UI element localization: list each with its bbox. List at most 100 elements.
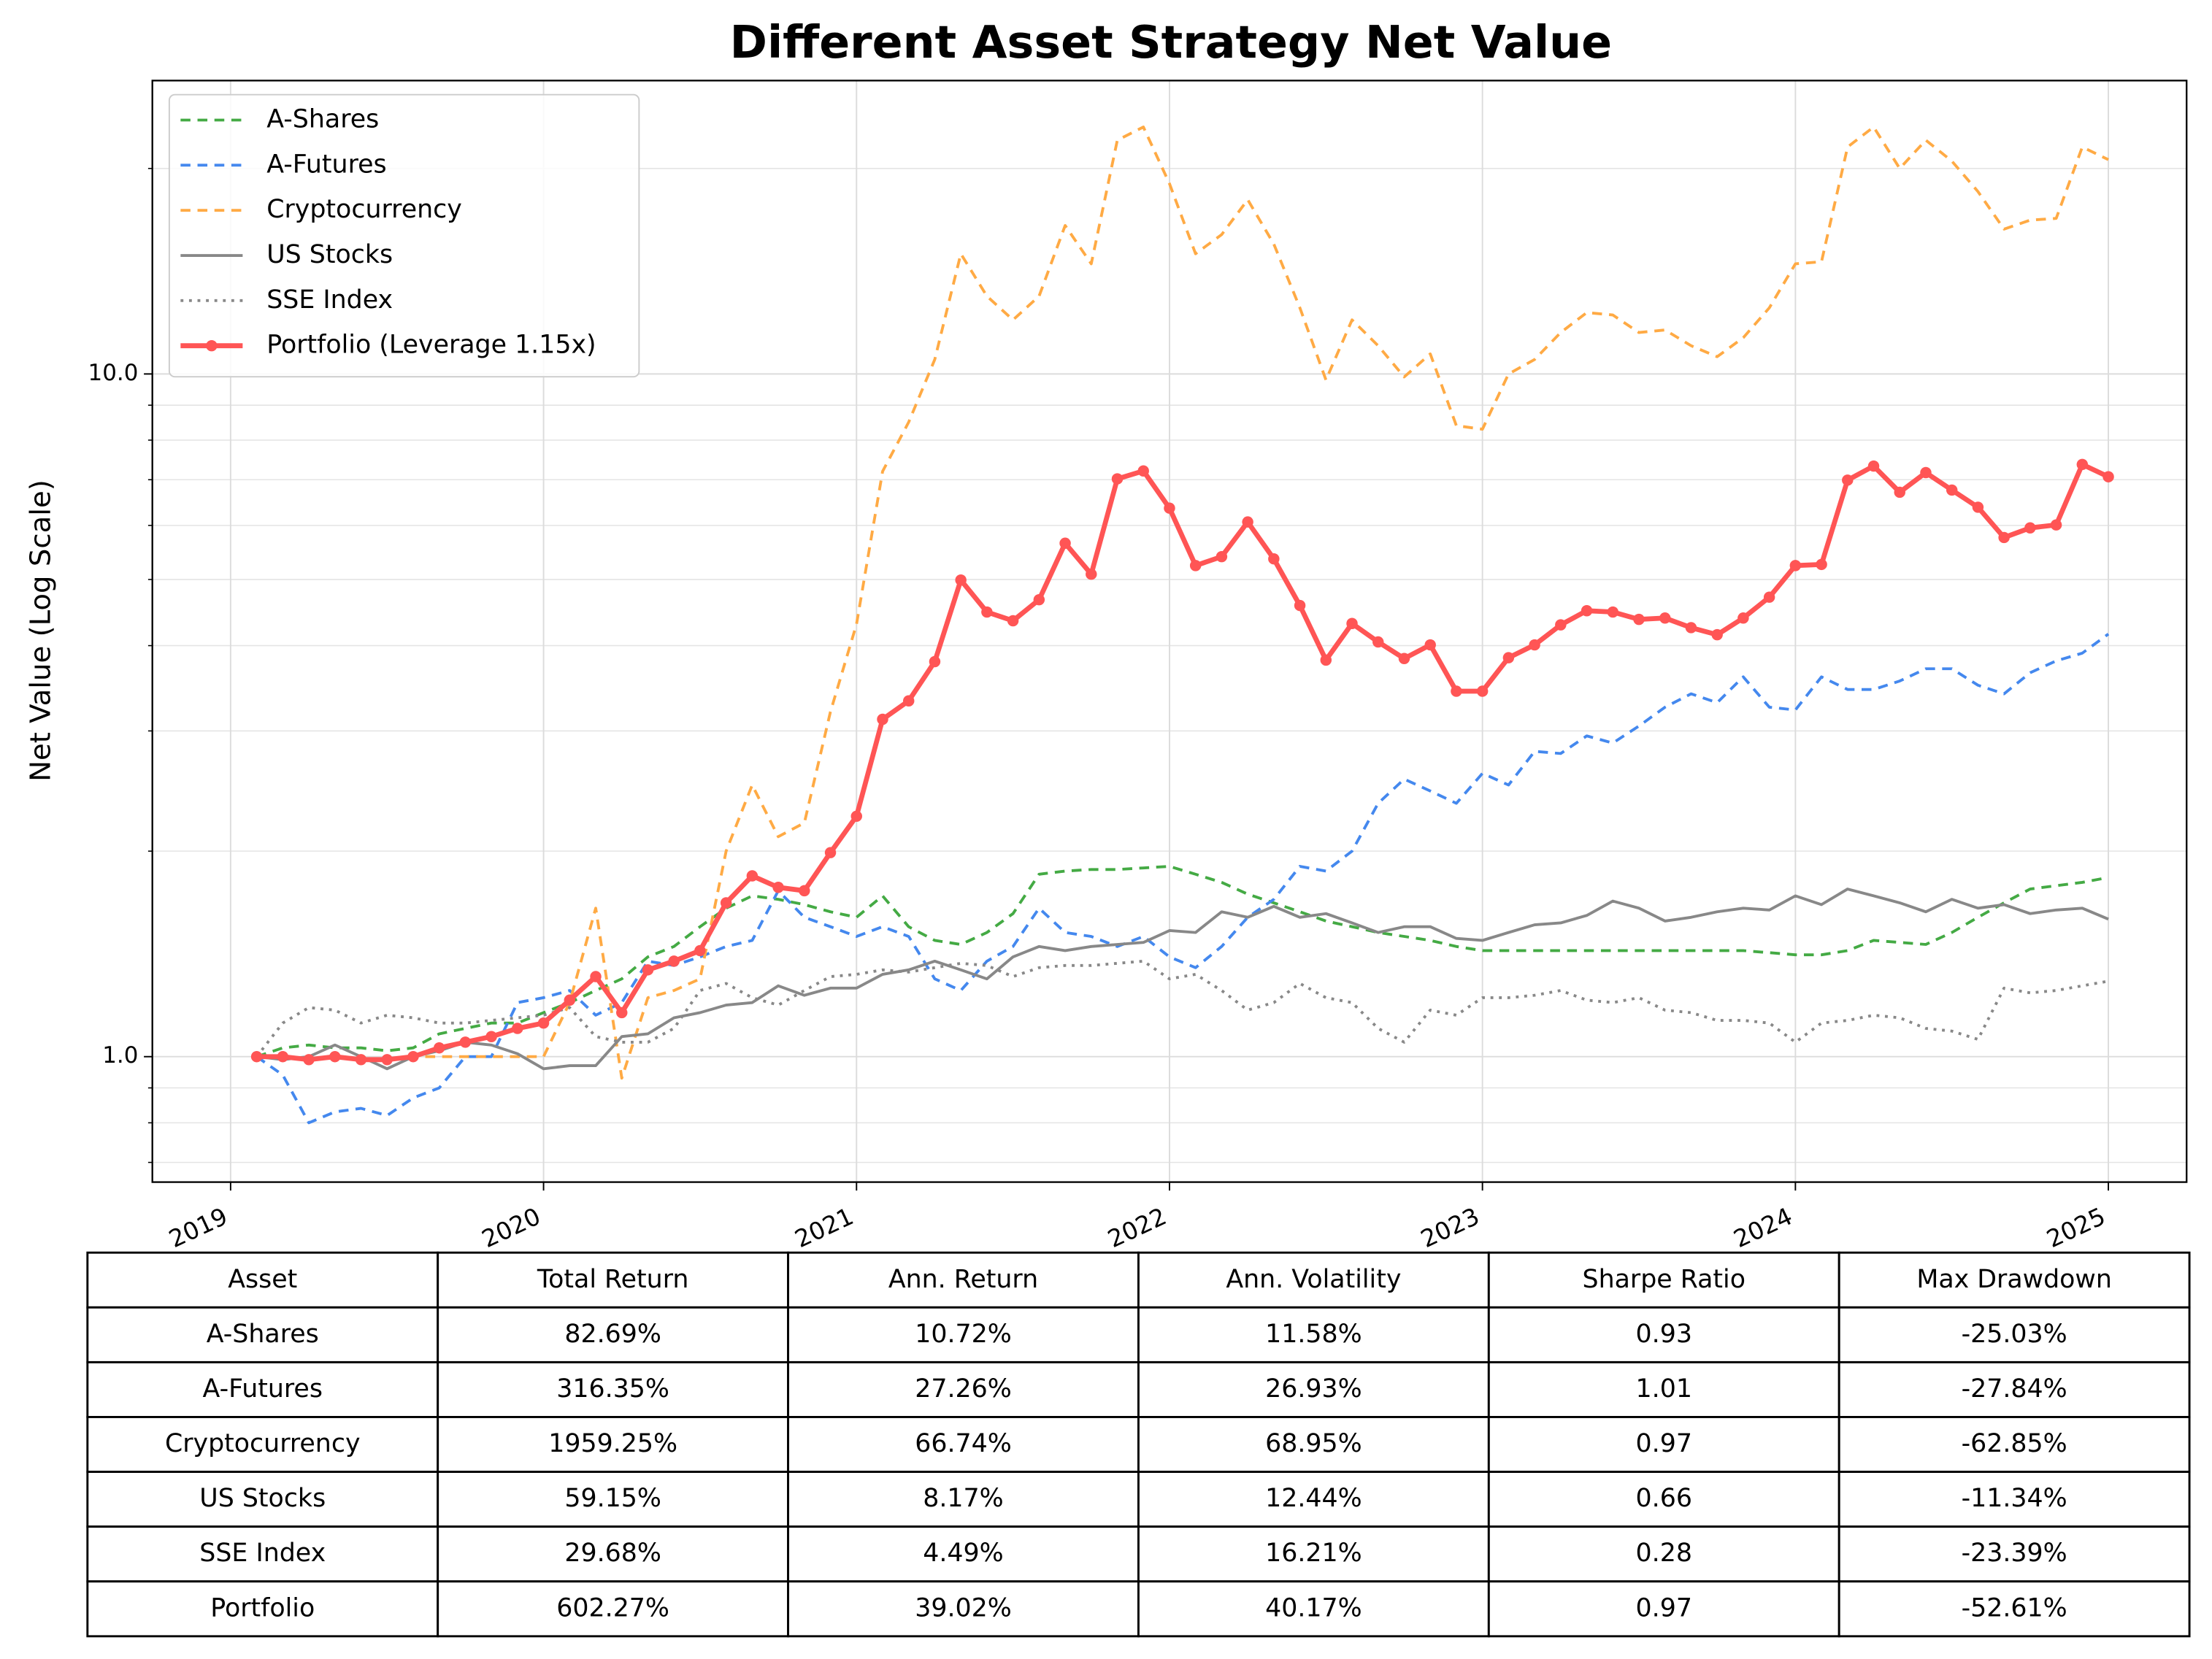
series-marker bbox=[1216, 550, 1228, 563]
table-cell-text: -62.85% bbox=[1962, 1429, 2067, 1458]
series-marker bbox=[1451, 685, 1462, 697]
table-cell bbox=[86, 1306, 439, 1363]
table-header: Ann. Volatility bbox=[1226, 1265, 1401, 1294]
legend-label: A-Shares bbox=[266, 105, 379, 134]
series-marker bbox=[1789, 560, 1802, 571]
series-marker bbox=[1867, 460, 1880, 472]
series-marker bbox=[1398, 653, 1410, 664]
table-cell bbox=[437, 1471, 790, 1528]
table-cell-text: A-Futures bbox=[203, 1374, 323, 1404]
table-header: Total Return bbox=[537, 1265, 689, 1294]
table-cell-text: Cryptocurrency bbox=[165, 1429, 361, 1458]
series-marker bbox=[824, 847, 837, 858]
series-marker bbox=[1320, 654, 1332, 666]
table-cell bbox=[787, 1471, 1140, 1528]
legend-label: Portfolio (Leverage 1.15x) bbox=[266, 331, 596, 360]
x-tick-label: 2022 bbox=[1104, 1202, 1171, 1253]
series-marker bbox=[877, 713, 888, 725]
series-marker bbox=[1555, 619, 1567, 631]
table-cell-text: -25.03% bbox=[1962, 1320, 2067, 1349]
legend-marker bbox=[206, 339, 218, 352]
table-cell bbox=[787, 1306, 1140, 1363]
x-tick-label: 2024 bbox=[1729, 1202, 1797, 1253]
table-cell-text: 11.58% bbox=[1265, 1320, 1362, 1349]
plot-frame bbox=[151, 80, 2188, 1183]
series-marker bbox=[381, 1054, 393, 1066]
series-marker bbox=[981, 606, 993, 618]
table-cell-text: 59.15% bbox=[564, 1484, 661, 1513]
table-cell bbox=[1837, 1580, 2191, 1638]
series-marker bbox=[303, 1054, 315, 1066]
series-marker bbox=[1189, 560, 1202, 571]
series-marker bbox=[355, 1054, 367, 1066]
chart-title: Different Asset Strategy Net Value bbox=[730, 16, 1613, 69]
table-cell-text: 0.93 bbox=[1636, 1320, 1692, 1349]
legend-label: A-Futures bbox=[266, 150, 386, 179]
series-marker bbox=[485, 1031, 497, 1042]
table-cell-text: 0.66 bbox=[1636, 1484, 1692, 1513]
table-cell-text: 0.97 bbox=[1636, 1593, 1692, 1623]
table-cell bbox=[1837, 1525, 2191, 1583]
series-marker bbox=[850, 810, 862, 823]
series-marker bbox=[1711, 628, 1723, 641]
series-marker bbox=[1633, 613, 1645, 626]
series-marker bbox=[1581, 605, 1593, 617]
series-marker bbox=[1737, 612, 1749, 624]
series-marker bbox=[1920, 466, 1932, 479]
series-marker bbox=[1111, 473, 1124, 485]
table-cell-text: -23.39% bbox=[1962, 1539, 2067, 1568]
series-marker bbox=[1033, 593, 1045, 606]
series-marker bbox=[746, 870, 759, 882]
series-marker bbox=[1502, 652, 1515, 663]
x-tick-label: 2019 bbox=[165, 1202, 232, 1253]
table-cell-text: -27.84% bbox=[1962, 1374, 2067, 1404]
table-cell-text: 1959.25% bbox=[548, 1429, 677, 1458]
table-cell bbox=[787, 1525, 1140, 1583]
table-cell bbox=[1487, 1525, 1840, 1583]
series-line bbox=[256, 633, 2110, 1125]
series-marker bbox=[277, 1050, 289, 1063]
series-marker bbox=[1137, 465, 1149, 477]
series-marker bbox=[407, 1050, 419, 1063]
table-cell bbox=[1137, 1580, 1490, 1638]
legend-label: SSE Index bbox=[266, 285, 393, 315]
series-marker bbox=[1607, 606, 1619, 618]
series-marker bbox=[1242, 516, 1253, 528]
table-cell bbox=[437, 1525, 790, 1583]
series-marker bbox=[1842, 474, 1854, 486]
table-cell-text: A-Shares bbox=[207, 1320, 319, 1349]
table-cell bbox=[787, 1580, 1140, 1638]
table-cell bbox=[1487, 1471, 1840, 1528]
series-marker bbox=[668, 955, 680, 967]
table-cell-text: -11.34% bbox=[1962, 1484, 2067, 1513]
series-marker bbox=[694, 944, 706, 957]
series-marker bbox=[1372, 636, 1384, 648]
table-header: Ann. Return bbox=[888, 1265, 1038, 1294]
table-cell-text: 26.93% bbox=[1265, 1374, 1362, 1404]
table-cell-text: 68.95% bbox=[1265, 1429, 1362, 1458]
x-tick-label: 2021 bbox=[791, 1202, 858, 1253]
series-marker bbox=[1763, 591, 1775, 603]
table-cell-text: 66.74% bbox=[915, 1429, 1012, 1458]
series-marker bbox=[929, 655, 941, 668]
series-marker bbox=[1346, 617, 1358, 629]
series-marker bbox=[799, 885, 810, 897]
legend-box bbox=[168, 93, 640, 378]
series-marker bbox=[1972, 501, 1984, 513]
table-cell-text: 82.69% bbox=[564, 1320, 661, 1349]
series-marker bbox=[1894, 486, 1905, 499]
x-tick-label: 2025 bbox=[2043, 1202, 2110, 1253]
series-marker bbox=[1086, 568, 1097, 580]
table-cell bbox=[1137, 1251, 1490, 1309]
table-cell-text: 602.27% bbox=[556, 1593, 669, 1623]
series-line bbox=[256, 126, 2109, 1080]
table-cell bbox=[787, 1251, 1140, 1309]
table-cell-text: 4.49% bbox=[923, 1539, 1003, 1568]
table-cell bbox=[437, 1416, 790, 1474]
y-tick-label: 1.0 bbox=[102, 1042, 138, 1069]
table-cell-text: 39.02% bbox=[915, 1593, 1012, 1623]
series-marker bbox=[1529, 639, 1540, 651]
series-marker bbox=[564, 994, 576, 1006]
table-cell bbox=[1837, 1416, 2191, 1474]
